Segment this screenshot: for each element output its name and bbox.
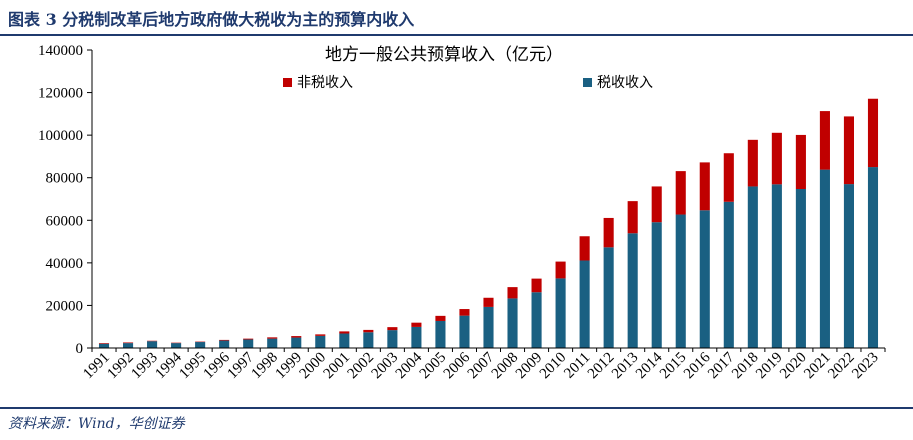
- y-tick-label: 120000: [38, 86, 83, 102]
- x-axis: 1991199219931994199519961997199819992000…: [80, 347, 886, 383]
- bar-tax-1999: [291, 337, 302, 348]
- bar-tax-2006: [459, 315, 470, 348]
- bar-nontax-1991: [98, 343, 110, 344]
- bar-tax-2016: [699, 210, 710, 348]
- bar-tax-2004: [411, 326, 422, 348]
- bar-nontax-1999: [291, 336, 302, 338]
- bar-tax-2001: [339, 333, 350, 348]
- bar-tax-2020: [795, 188, 806, 348]
- bar-tax-2013: [627, 233, 638, 348]
- bar-tax-2009: [531, 292, 542, 348]
- bar-nontax-2010: [555, 261, 566, 279]
- bar-nontax-2019: [771, 132, 782, 185]
- bar-nontax-2012: [603, 217, 614, 248]
- bar-nontax-1992: [122, 342, 134, 344]
- y-tick-label: 20000: [46, 298, 84, 314]
- bar-nontax-2008: [507, 287, 518, 299]
- bar-tax-1994: [171, 343, 182, 348]
- bar-tax-1998: [267, 338, 278, 348]
- bar-tax-1997: [243, 339, 254, 348]
- bar-nontax-2002: [363, 329, 374, 333]
- bar-nontax-2006: [459, 309, 470, 316]
- bar-tax-2000: [315, 335, 326, 348]
- bar-tax-1993: [147, 341, 158, 348]
- bar-tax-1991: [98, 343, 110, 348]
- y-tick-label: 60000: [46, 213, 84, 229]
- bar-nontax-2011: [579, 236, 590, 261]
- y-tick-label: 40000: [46, 256, 84, 272]
- bar-nontax-2021: [819, 111, 830, 170]
- header-rule: [0, 34, 913, 36]
- bar-tax-2017: [723, 201, 734, 348]
- footer-rule: [0, 407, 913, 409]
- x-tick-label: 2011: [561, 350, 593, 382]
- bar-nontax-2000: [315, 334, 326, 336]
- bar-nontax-1998: [267, 337, 278, 339]
- bar-nontax-2009: [531, 278, 542, 293]
- y-tick-label: 0: [76, 341, 84, 357]
- bar-nontax-2014: [651, 186, 662, 223]
- legend-swatch-nontax: [283, 78, 292, 87]
- figure-header: 图表 3 分税制改革后地方政府做大税收为主的预算内收入: [0, 0, 913, 36]
- bar-nontax-1996: [219, 339, 230, 341]
- bar-nontax-1997: [243, 338, 254, 340]
- bar-tax-2021: [819, 169, 830, 348]
- bar-tax-2003: [387, 330, 398, 348]
- stacked-bar-chart: 020000400006000080000100000120000140000 …: [38, 43, 886, 383]
- bar-nontax-2001: [339, 331, 350, 334]
- bar-nontax-2013: [627, 201, 638, 234]
- bar-nontax-2007: [483, 297, 494, 307]
- y-tick-label: 100000: [38, 128, 83, 144]
- bar-tax-2014: [651, 222, 662, 348]
- legend-label-nontax: 非税收入: [297, 75, 353, 91]
- source-note: 资料来源：Wind，华创证券: [8, 416, 185, 432]
- y-tick-label: 80000: [46, 171, 84, 187]
- bar-nontax-2018: [747, 139, 758, 187]
- y-axis: 0 20000 40000 60000 80000 100000 120000 140000: [38, 43, 93, 357]
- bar-nontax-2020: [795, 134, 806, 189]
- bar-tax-2010: [555, 278, 566, 348]
- bar-tax-2007: [483, 306, 494, 348]
- figure-title: 图表 3 分税制改革后地方政府做大税收为主的预算内收入: [8, 10, 415, 29]
- bar-tax-2012: [603, 247, 614, 348]
- bar-nontax-2005: [435, 315, 446, 321]
- bar-tax-2019: [771, 184, 782, 348]
- bar-tax-1992: [122, 343, 134, 348]
- bar-nontax-2003: [387, 327, 398, 331]
- bar-nontax-2017: [723, 153, 734, 202]
- bars: [98, 98, 879, 348]
- x-tick-label: 2023: [849, 350, 882, 383]
- bar-nontax-2016: [699, 162, 710, 211]
- bar-tax-1996: [219, 340, 230, 348]
- legend-swatch-tax: [583, 78, 592, 87]
- chart-title: 地方一般公共预算收入（亿元）: [325, 45, 563, 65]
- y-tick-label: 140000: [38, 43, 83, 59]
- bar-nontax-2023: [867, 98, 879, 168]
- bar-tax-1995: [195, 342, 206, 348]
- legend-label-tax: 税收收入: [597, 75, 653, 91]
- bar-nontax-2015: [675, 171, 686, 215]
- bar-tax-2018: [747, 186, 758, 348]
- bar-tax-2002: [363, 332, 374, 348]
- bar-nontax-2004: [411, 322, 422, 327]
- bar-tax-2011: [579, 260, 590, 348]
- bar-tax-2023: [867, 167, 879, 348]
- bar-nontax-2022: [843, 116, 855, 185]
- bar-tax-2005: [435, 320, 446, 348]
- bar-tax-2008: [507, 298, 518, 348]
- legend: 非税收入 税收收入: [283, 75, 653, 91]
- bar-tax-2015: [675, 214, 686, 348]
- bar-tax-2022: [843, 184, 855, 348]
